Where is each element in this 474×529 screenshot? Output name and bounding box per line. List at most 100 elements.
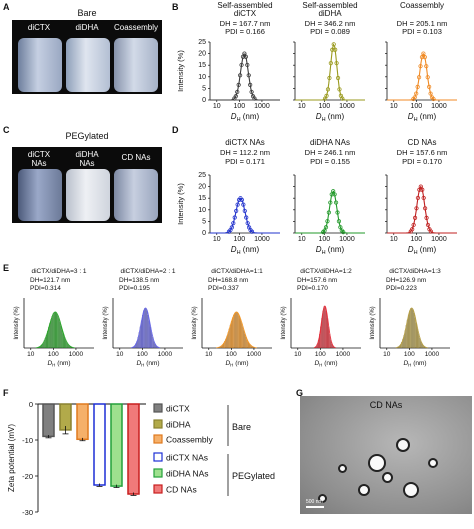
panel-c-vial-photo: diCTX NAs diDHA NAs CD NAs: [12, 147, 162, 223]
fit-curve: [313, 305, 336, 349]
pdi-label: PDI=0.195: [119, 285, 150, 292]
data-point: [414, 91, 419, 96]
data-point: [415, 195, 421, 201]
histogram-bar: [230, 321, 233, 349]
data-point: [242, 208, 247, 214]
histogram-bar: [413, 312, 415, 349]
histogram-bar: [54, 311, 57, 349]
panel-letter-a: A: [3, 2, 10, 12]
data-point: [248, 82, 253, 87]
data-point: [425, 222, 431, 228]
histogram-bar: [234, 312, 236, 349]
histogram-bar: [235, 311, 237, 349]
data-point: [234, 208, 239, 214]
distribution-line: [295, 190, 365, 234]
x-axis-label: DH (nm): [225, 360, 248, 368]
x-tick-label: 1000: [431, 236, 447, 243]
y-tick-label: 5: [202, 218, 206, 225]
x-axis-label: DH (nm): [403, 360, 426, 368]
data-point: [335, 210, 340, 215]
data-point: [431, 96, 436, 102]
x-tick-label: 100: [404, 351, 415, 358]
histogram-bar: [233, 314, 235, 349]
y-tick-label: 20: [198, 51, 206, 58]
histogram-bar: [325, 310, 327, 349]
data-point: [328, 61, 333, 66]
data-point: [418, 64, 423, 69]
histogram-bar: [61, 329, 63, 349]
data-point: [327, 75, 332, 81]
histogram-bar: [147, 314, 149, 349]
data-point: [328, 200, 333, 205]
particle: [430, 460, 436, 466]
y-tick-label: 10: [198, 74, 206, 81]
fit-curve: [130, 307, 161, 349]
x-axis-label: DH (nm): [316, 112, 345, 123]
vial-label-5: diDHA NAs: [75, 150, 99, 168]
panel-letter-e: E: [3, 263, 10, 273]
data-point: [238, 73, 243, 78]
data-point: [335, 75, 341, 81]
dh-label: DH=157.6 nm: [297, 277, 337, 284]
legend-swatch: [153, 419, 163, 429]
histogram-bar: [414, 317, 416, 349]
histogram-bar: [411, 307, 413, 349]
fit-curve: [216, 311, 257, 349]
x-tick-label: 10: [205, 351, 213, 358]
particle: [405, 484, 417, 496]
y-tick-label: 10: [198, 207, 206, 214]
data-point: [232, 215, 237, 220]
histogram-bar: [142, 314, 144, 349]
histogram-bar: [236, 312, 238, 349]
legend-label: diDHA NAs: [166, 469, 209, 479]
data-point: [244, 215, 249, 220]
data-point: [229, 225, 234, 230]
y-axis-label: Intensity (%): [192, 306, 198, 339]
data-point: [326, 210, 331, 215]
particle: [320, 496, 325, 501]
vial-5: [66, 169, 110, 221]
data-point: [333, 200, 339, 205]
zeta-bar: [93, 403, 106, 486]
histogram-bar: [144, 308, 146, 349]
data-point: [330, 47, 335, 52]
legend-label: diCTX: [166, 404, 190, 414]
histogram-bar: [148, 320, 150, 349]
histogram-bar: [244, 333, 246, 349]
x-tick-label: 1000: [158, 351, 173, 358]
pdi-label: PDI=0.170: [297, 285, 328, 292]
data-point: [340, 96, 345, 101]
data-point: [428, 229, 433, 234]
data-point: [427, 84, 432, 90]
data-point: [334, 61, 339, 66]
dh-label: DH = 167.7 nm: [220, 19, 271, 28]
data-point: [421, 195, 426, 201]
data-point: [325, 87, 331, 92]
data-point: [423, 206, 428, 211]
data-point: [249, 89, 254, 95]
x-axis-label: DH (nm): [231, 112, 260, 123]
histogram-bar: [146, 310, 148, 349]
vial-3: [114, 38, 158, 92]
chart-title: CD NAs: [408, 138, 437, 147]
histogram-bar: [407, 314, 410, 349]
x-tick-label: 100: [411, 103, 423, 110]
x-tick-label: 100: [234, 236, 246, 243]
panel-letter-c: C: [3, 125, 10, 135]
legend-swatch: [153, 434, 163, 444]
histogram-title: diCTX/diDHA=3 : 1: [31, 268, 86, 275]
histogram-bar: [241, 322, 243, 349]
histogram-bar: [145, 308, 147, 349]
data-point: [239, 197, 245, 203]
y-tick-label: 15: [198, 195, 206, 202]
vial-4: [18, 169, 62, 221]
y-tick-label: -10: [22, 436, 33, 445]
data-point: [420, 187, 425, 192]
data-point: [245, 221, 250, 226]
pdi-label: PDI = 0.089: [310, 27, 350, 36]
pdi-label: PDI = 0.155: [310, 157, 350, 166]
chart-title: Self-assembled: [217, 1, 272, 10]
vial-label-4: diCTX NAs: [27, 150, 51, 168]
dh-label: DH=138.5 nm: [119, 277, 159, 284]
pdi-label: PDI = 0.166: [225, 27, 265, 36]
